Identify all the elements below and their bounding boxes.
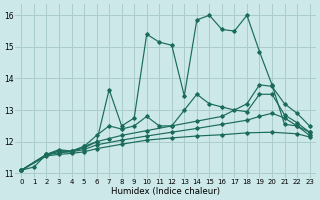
X-axis label: Humidex (Indice chaleur): Humidex (Indice chaleur) <box>111 187 220 196</box>
